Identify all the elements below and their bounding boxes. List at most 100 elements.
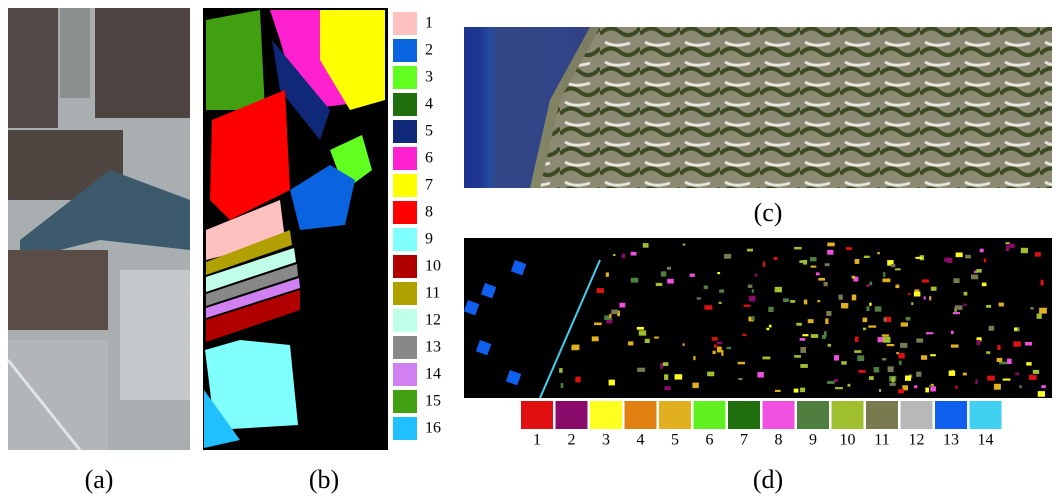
field-patch [766, 328, 769, 330]
field-patch [915, 257, 922, 259]
field-patch [835, 387, 843, 389]
legend-label: 11 [425, 285, 440, 302]
legend-label: 7 [425, 177, 433, 194]
field-patch [818, 278, 825, 281]
field-patch [980, 249, 984, 253]
field-patch [949, 371, 955, 376]
field-patch [775, 390, 781, 392]
field-patch [870, 282, 873, 286]
field-patch [926, 332, 933, 334]
legend-label: 9 [809, 432, 817, 449]
field-patch [863, 328, 866, 330]
legend-swatch [393, 93, 417, 116]
field-patch [594, 322, 602, 325]
legend-label: 15 [425, 393, 441, 410]
legend-label: 13 [425, 339, 441, 356]
legend-swatch [393, 147, 417, 170]
field-patch [825, 318, 828, 324]
field-patch [663, 362, 668, 366]
field-patch [704, 305, 712, 309]
field-patch [914, 289, 919, 291]
caption: (d) [753, 465, 783, 494]
field-patch [796, 323, 801, 326]
legend-swatch [393, 201, 417, 224]
caption: (a) [85, 465, 114, 494]
field-patch [712, 337, 718, 341]
legend-label: 3 [425, 69, 433, 86]
legend-label: 9 [425, 231, 433, 248]
legend-swatch [393, 390, 417, 413]
legend-label: 12 [909, 432, 925, 449]
field-patch [921, 355, 927, 360]
field-patch [639, 330, 646, 335]
legend-swatch [728, 401, 760, 429]
legend-label: 16 [425, 420, 441, 437]
field-patch [811, 266, 817, 268]
legend-swatch [866, 401, 898, 429]
field-patch [1026, 362, 1031, 365]
field-patch [922, 279, 929, 282]
field-patch [667, 279, 674, 284]
field-patch [828, 344, 831, 347]
field-patch [834, 355, 839, 360]
field-patch [656, 283, 663, 286]
legend-swatch [659, 401, 691, 429]
field-patch [976, 269, 981, 273]
field-patch [879, 389, 881, 392]
field-patch [628, 341, 633, 345]
field-patch [751, 316, 754, 320]
field-patch [841, 361, 847, 365]
legend-swatch [393, 309, 417, 332]
field-patch [855, 259, 860, 264]
field-patch [914, 385, 917, 388]
field-patch [800, 388, 805, 393]
field-patch [906, 317, 911, 321]
field-patch [611, 310, 618, 315]
field-patch [1038, 391, 1045, 397]
legend-label: 8 [775, 432, 783, 449]
field-patch [982, 283, 987, 287]
field-patch [826, 311, 831, 316]
legend-swatch [590, 401, 622, 429]
field-patch [975, 379, 977, 384]
field-patch [774, 257, 778, 260]
legend-swatch [393, 282, 417, 305]
field-patch [724, 254, 731, 259]
field-patch [609, 380, 615, 386]
field-patch [895, 285, 899, 289]
field-patch [721, 350, 723, 356]
field-patch [882, 334, 889, 336]
field-patch [575, 377, 580, 383]
field-patch [719, 302, 722, 304]
field-patch [752, 289, 754, 293]
field-patch [874, 367, 880, 372]
field-patch [1006, 245, 1009, 251]
field-patch [824, 331, 827, 336]
field-patch [704, 285, 708, 289]
field-patch [643, 243, 649, 248]
field-patch [660, 363, 663, 369]
field-patch [717, 342, 722, 345]
field-patch [571, 346, 578, 351]
legend-swatch [521, 401, 553, 429]
field-patch [783, 298, 789, 302]
field-patch [988, 326, 994, 331]
field-patch [747, 249, 753, 252]
legend-label: 5 [671, 432, 679, 449]
legend-swatch [556, 401, 588, 429]
legend-swatch [901, 401, 933, 429]
legend-label: 4 [637, 432, 645, 449]
field-patch [800, 347, 806, 353]
field-patch [864, 256, 870, 258]
field-patch [1035, 252, 1041, 256]
field-patch [1019, 385, 1021, 388]
field-patch [622, 254, 625, 259]
legend-swatch [393, 336, 417, 359]
field-patch [951, 344, 959, 347]
field-patch [637, 327, 644, 330]
field-patch [999, 303, 1004, 307]
field-patch [986, 305, 991, 308]
field-patch [742, 334, 746, 336]
classification-map [464, 238, 1052, 398]
legend-swatch [393, 66, 417, 89]
